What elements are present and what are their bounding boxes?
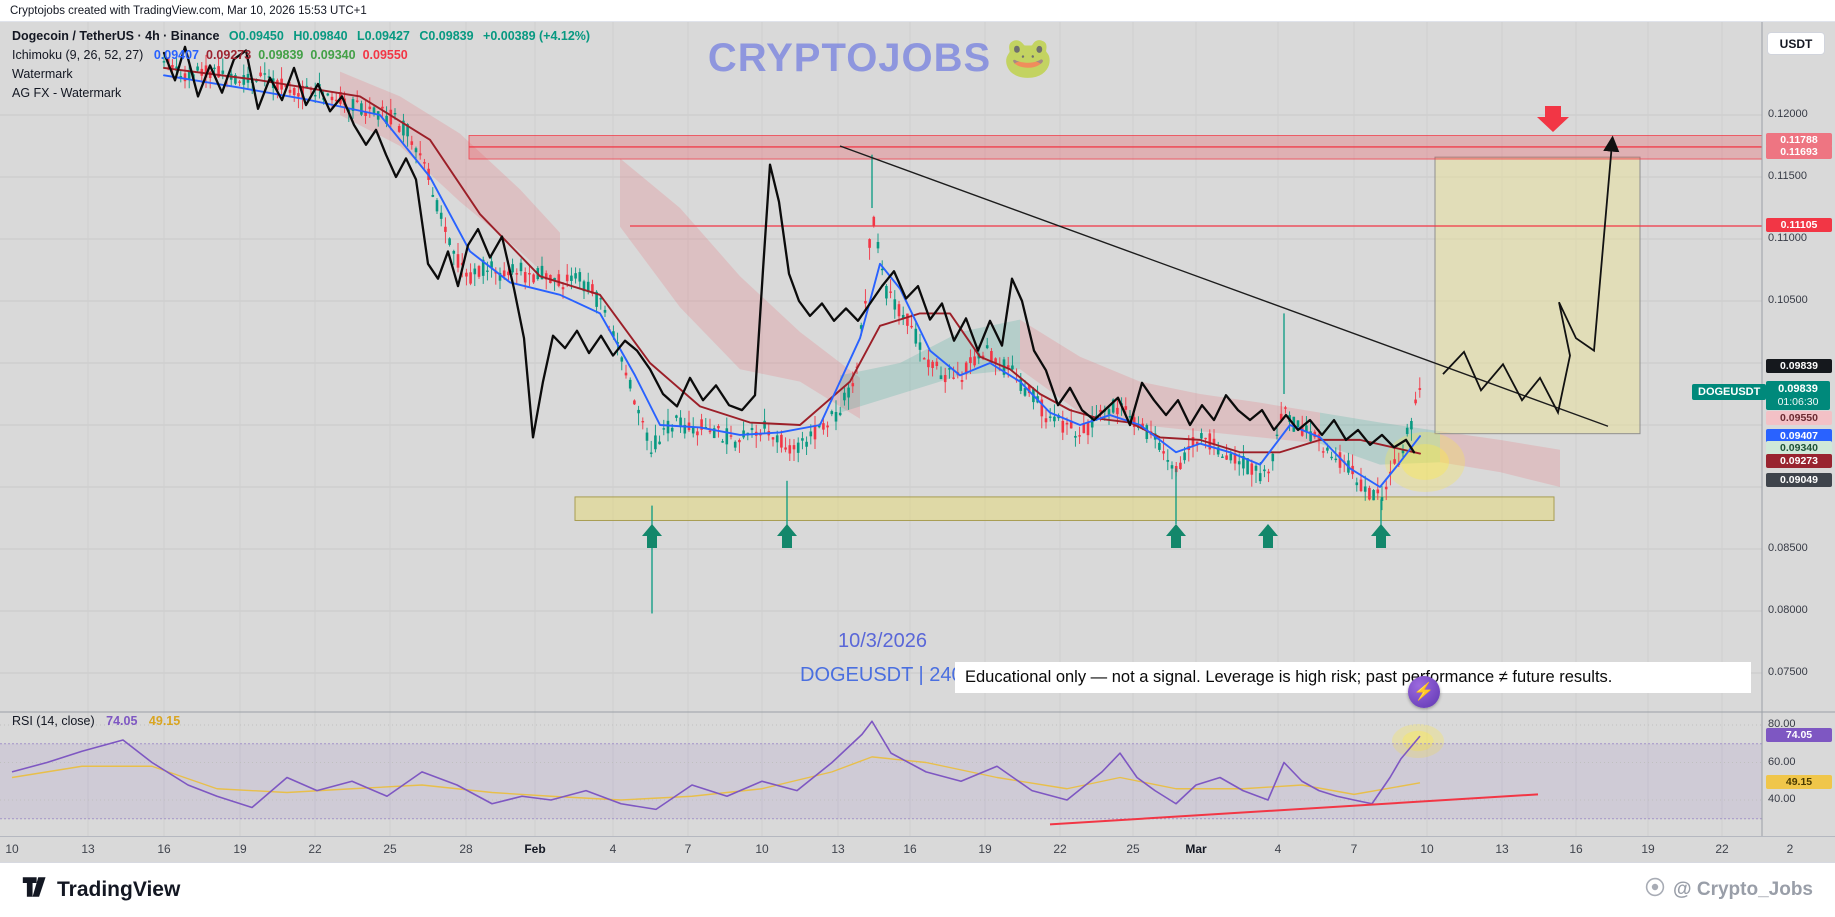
- symbol-price-chip: DOGEUSDT: [1692, 384, 1767, 400]
- price-tick-label: 0.08500: [1768, 542, 1808, 554]
- time-tick-label: 7: [1350, 842, 1358, 856]
- time-axis[interactable]: 10 13 16 19 22 25 28 Feb 4 7 10 13 16 19 22 25 Mar 4 7 10 13…: [0, 836, 1835, 862]
- agfx-watermark-label[interactable]: AG FX - Watermark: [12, 86, 122, 100]
- time-tick-label: 19: [233, 842, 247, 856]
- tradingview-logo-text: TradingView: [57, 878, 181, 901]
- time-tick-label: 19: [1641, 842, 1655, 856]
- cryptojobs-watermark: CRYPTOJOBS 🐸: [707, 36, 1055, 80]
- time-tick-label: 22: [1715, 842, 1729, 856]
- disclaimer-banner[interactable]: Educational only — not a signal. Leverag…: [955, 662, 1751, 693]
- author-credit: @ Crypto_Jobs: [1645, 877, 1813, 903]
- price-axis[interactable]: 0.12000 0.11500 0.11000 0.10500 0.08500 0.080…: [1763, 0, 1835, 836]
- time-tick-label: 10: [1420, 842, 1434, 856]
- time-tick-label: 4: [609, 842, 617, 856]
- camera-icon: [1645, 877, 1665, 903]
- price-level-badge: 0.09340: [1766, 440, 1832, 455]
- price-tick-label: 0.07500: [1768, 666, 1808, 678]
- ichimoku-value: 0.09273: [206, 48, 252, 62]
- time-tick-label: 16: [157, 842, 171, 856]
- price-level-badge: 0.11788: [1766, 133, 1832, 148]
- time-tick-label: 16: [1569, 842, 1583, 856]
- time-tick-label: 25: [383, 842, 397, 856]
- ichimoku-value: 0.09407: [153, 48, 199, 62]
- ohlc-low: L0.09427: [357, 29, 410, 43]
- date-annotation[interactable]: 10/3/2026: [838, 630, 927, 652]
- price-level-badge: 0.09550: [1766, 410, 1832, 425]
- time-tick-label: 22: [1053, 842, 1067, 856]
- time-tick-label: Feb: [524, 842, 546, 856]
- rsi-value-badge: 49.15: [1766, 774, 1832, 789]
- watermark-indicator-label[interactable]: Watermark: [12, 67, 73, 81]
- last-price: 0.09839: [1778, 383, 1818, 395]
- price-level-badge: 0.09839: [1766, 358, 1832, 373]
- time-tick-label: 13: [831, 842, 845, 856]
- symbol-timeframe-annotation[interactable]: DOGEUSDT | 240: [800, 664, 963, 686]
- attribution-bar: Cryptojobs created with TradingView.com,…: [0, 0, 1835, 22]
- ichimoku-value: 0.09550: [362, 48, 408, 62]
- rsi-tick-label: 80.00: [1768, 718, 1796, 730]
- time-tick-label: 28: [459, 842, 473, 856]
- ichimoku-value: 0.09839: [258, 48, 304, 62]
- price-level-badge: 0.11105: [1766, 217, 1832, 232]
- tradingview-logo-icon: [22, 876, 48, 904]
- price-tick-label: 0.12000: [1768, 108, 1808, 120]
- ohlc-open: O0.09450: [228, 29, 284, 43]
- last-price-countdown-badge: 0.09839 01:06:30: [1766, 381, 1830, 410]
- rsi-value: 74.05: [106, 714, 138, 728]
- time-tick-label: 10: [755, 842, 769, 856]
- rsi-value-badge: 74.05: [1766, 728, 1832, 743]
- price-tick-label: 0.11000: [1768, 232, 1807, 244]
- rsi-ma-value: 49.15: [148, 714, 181, 728]
- author-credit-text: @ Crypto_Jobs: [1673, 879, 1813, 900]
- ichimoku-values: 0.09407 0.09273 0.09839 0.09340 0.09550: [147, 48, 408, 62]
- time-tick-label: 25: [1126, 842, 1140, 856]
- bottom-toolbar: TradingView @ Crypto_Jobs: [0, 862, 1835, 917]
- legend-ichimoku-row[interactable]: Ichimoku (9, 26, 52, 27) 0.09407 0.09273 0…: [12, 46, 590, 65]
- rsi-label[interactable]: RSI (14, close): [12, 714, 95, 728]
- time-tick-label: 16: [903, 842, 917, 856]
- tradingview-logo[interactable]: TradingView: [22, 876, 180, 904]
- price-tick-label: 0.08000: [1768, 604, 1808, 616]
- rsi-legend[interactable]: RSI (14, close) 74.05 49.15: [12, 714, 180, 728]
- attribution-text: Cryptojobs created with TradingView.com,…: [10, 4, 367, 17]
- time-tick-label: 4: [1274, 842, 1282, 856]
- legend-agfx-row[interactable]: AG FX - Watermark: [12, 84, 590, 103]
- legend-watermark-row[interactable]: Watermark: [12, 65, 590, 84]
- rsi-tick-label: 40.00: [1768, 793, 1796, 805]
- time-tick-label: 10: [5, 842, 19, 856]
- ohlc-high: H0.09840: [293, 29, 348, 43]
- price-tick-label: 0.11500: [1768, 170, 1807, 182]
- price-level-badge: 0.09049: [1766, 472, 1832, 487]
- legend-symbol-row[interactable]: Dogecoin / TetherUS · 4h · Binance O0.09…: [12, 27, 590, 46]
- time-tick-label: Mar: [1185, 842, 1207, 856]
- price-tick-label: 0.10500: [1768, 294, 1808, 306]
- time-tick-label: 22: [308, 842, 322, 856]
- bar-countdown: 01:06:30: [1777, 396, 1819, 408]
- time-tick-label: 7: [684, 842, 692, 856]
- symbol-title[interactable]: Dogecoin / TetherUS · 4h · Binance: [12, 29, 220, 43]
- price-level-badge: 0.09407: [1766, 428, 1832, 443]
- time-tick-label: 13: [1495, 842, 1509, 856]
- chart-legend: Dogecoin / TetherUS · 4h · Binance O0.09…: [12, 27, 590, 103]
- ichimoku-title[interactable]: Ichimoku (9, 26, 52, 27): [12, 48, 144, 62]
- time-tick-label: 2: [1786, 842, 1794, 856]
- lightning-icon[interactable]: ⚡: [1408, 676, 1440, 708]
- ohlc-close: C0.09839: [419, 29, 474, 43]
- rsi-tick-label: 60.00: [1768, 755, 1796, 768]
- currency-toggle-button[interactable]: USDT: [1767, 32, 1825, 55]
- ohlc-change: +0.00389 (+4.12%): [483, 29, 591, 43]
- price-level-badge: 0.11693: [1766, 145, 1832, 160]
- time-tick-label: 19: [978, 842, 992, 856]
- ichimoku-value: 0.09340: [310, 48, 356, 62]
- time-tick-label: 13: [81, 842, 95, 856]
- price-level-badge: 0.09273: [1766, 454, 1832, 469]
